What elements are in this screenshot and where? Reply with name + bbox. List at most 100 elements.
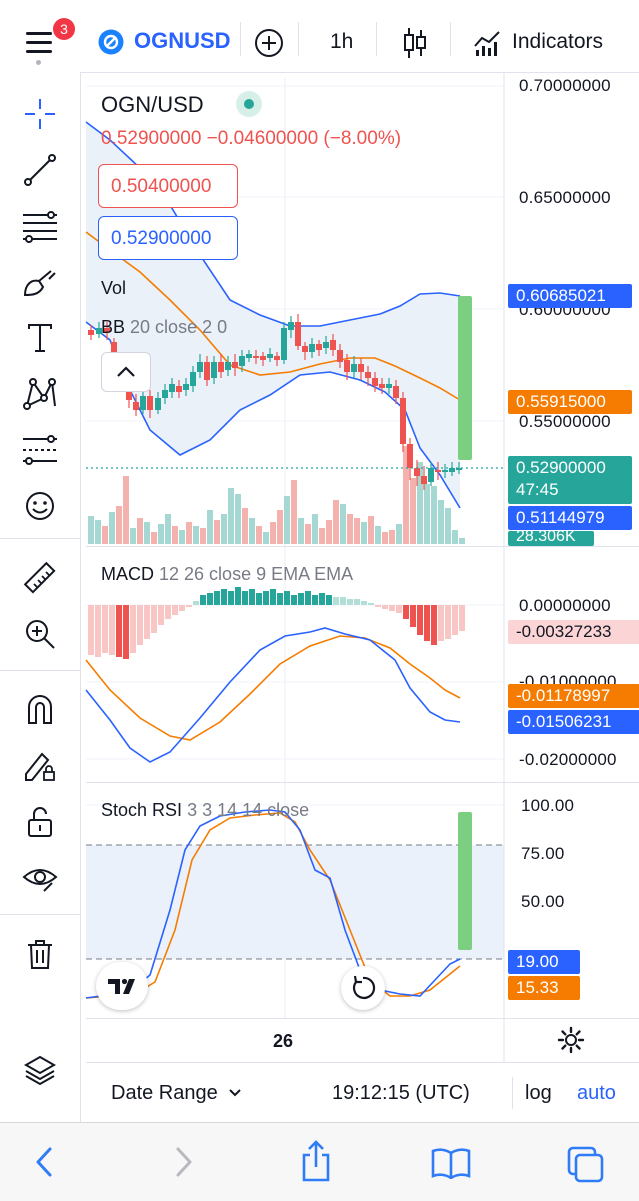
volume-bar (172, 526, 178, 544)
symbol-button[interactable]: OGNUSD (98, 26, 232, 58)
share-button[interactable] (298, 1139, 334, 1183)
macd-histogram-bar (158, 605, 164, 625)
forward-button[interactable] (170, 1145, 198, 1179)
bb-upper-tag: 0.60685021 (508, 284, 632, 308)
emoji-tool[interactable] (18, 484, 62, 528)
candle-body (253, 356, 259, 358)
reset-chart-button[interactable] (341, 966, 385, 1010)
indicators-icon (474, 31, 500, 56)
visibility-tool[interactable] (18, 856, 62, 900)
macd-histogram-bar (88, 605, 94, 655)
eye-icon (22, 869, 58, 892)
indicators-label: Indicators (512, 30, 604, 53)
back-button[interactable] (30, 1145, 58, 1179)
interval-button[interactable]: 1h (330, 30, 354, 53)
tabs-button[interactable] (566, 1145, 606, 1183)
bookmarks-button[interactable] (430, 1147, 472, 1180)
macd-histogram-bar (368, 603, 374, 605)
ruler-icon (23, 561, 56, 594)
pattern-tool[interactable] (18, 372, 62, 416)
log-scale-toggle[interactable]: log (525, 1082, 552, 1104)
crosshair-tool[interactable] (18, 92, 62, 136)
tradingview-logo[interactable] (96, 962, 148, 1010)
candle-body (295, 322, 301, 346)
volume-bar (242, 508, 248, 544)
crosshair-icon (25, 99, 55, 129)
prediction-tool[interactable] (18, 428, 62, 472)
candle-body (435, 470, 441, 472)
date-range-button[interactable]: Date Range (111, 1082, 243, 1105)
volume-bar (396, 524, 402, 544)
stoch-band (86, 845, 504, 959)
macd-histogram-bar (256, 593, 262, 605)
volume-bar (193, 526, 199, 544)
clock-timezone[interactable]: 19:12:15 (UTC) (332, 1082, 470, 1104)
candle-body (281, 328, 287, 360)
browser-toolbar (0, 1122, 639, 1201)
symbol-label: OGNUSD (134, 28, 231, 53)
lock-drawings-tool[interactable] (18, 744, 62, 788)
macd-line-tag: -0.01506231 (508, 710, 639, 734)
macd-signal-line (85, 635, 461, 741)
macd-histogram-bar (172, 605, 178, 615)
last-price-tag: 0.52900000 47:45 (508, 456, 632, 504)
layers-icon (23, 1055, 57, 1086)
menu-button[interactable] (24, 28, 54, 58)
stoch-legend: Stoch RSI 3 3 14 14 close (101, 800, 309, 821)
sell-price-box[interactable]: 0.50400000 (98, 164, 238, 208)
auto-scale-toggle[interactable]: auto (577, 1082, 616, 1104)
candle-body (337, 350, 343, 362)
share-icon (302, 1140, 330, 1182)
candle-body (169, 384, 175, 392)
volume-bar (361, 522, 367, 544)
chart-settings-button[interactable] (557, 1026, 585, 1054)
volume-legend: Vol (101, 278, 127, 298)
drawing-toolbar (0, 72, 81, 1122)
collapse-legend-button[interactable] (101, 352, 151, 392)
stoch-axis-label: 50.00 (521, 892, 565, 911)
text-tool[interactable] (18, 316, 62, 360)
macd-legend-name: MACD (101, 564, 154, 584)
macd-histogram-bar (144, 605, 150, 639)
volume-bar (151, 532, 157, 544)
macd-histogram-bar (207, 593, 213, 605)
unlock-tool[interactable] (18, 800, 62, 844)
brush-tool[interactable] (18, 260, 62, 304)
trendline-tool[interactable] (18, 148, 62, 192)
price-axis-label: 0.70000000 (519, 76, 611, 95)
fib-tool[interactable] (18, 204, 62, 248)
volume-bar (417, 462, 423, 544)
volume-bar (382, 532, 388, 544)
volume-bar (410, 478, 416, 544)
zoom-tool[interactable] (18, 612, 62, 656)
stoch-legend-params: 3 3 14 14 close (187, 800, 310, 820)
candle-body (204, 362, 210, 380)
reset-icon (353, 975, 376, 999)
buy-price-box[interactable]: 0.52900000 (98, 216, 238, 260)
macd-histogram-bar (403, 605, 409, 619)
macd-histogram-bar (326, 595, 332, 605)
macd-histogram-bar (116, 605, 122, 657)
volume-bar (445, 508, 451, 544)
date-range-label: Date Range (111, 1082, 218, 1104)
stoch-k-line (85, 809, 461, 999)
prediction-icon (23, 435, 57, 465)
candle-body (358, 364, 364, 372)
remove-drawings-tool[interactable] (18, 932, 62, 976)
volume-bar (109, 512, 115, 544)
macd-histogram-bar (193, 601, 199, 605)
candle-body (449, 468, 455, 472)
indicators-button[interactable]: Indicators (472, 26, 622, 60)
candle-body (96, 328, 102, 334)
stoch-range-marker (458, 812, 472, 950)
magnet-tool[interactable] (18, 688, 62, 732)
compare-button[interactable] (254, 28, 284, 58)
chart-type-button[interactable] (402, 26, 428, 60)
object-tree-tool[interactable] (18, 1048, 62, 1092)
macd-histogram-bar (165, 605, 171, 619)
measure-tool[interactable] (18, 556, 62, 600)
macd-histogram-bar (319, 593, 325, 605)
candle-body (232, 362, 238, 368)
macd-histogram-bar (305, 591, 311, 605)
volume-bar (102, 526, 108, 544)
